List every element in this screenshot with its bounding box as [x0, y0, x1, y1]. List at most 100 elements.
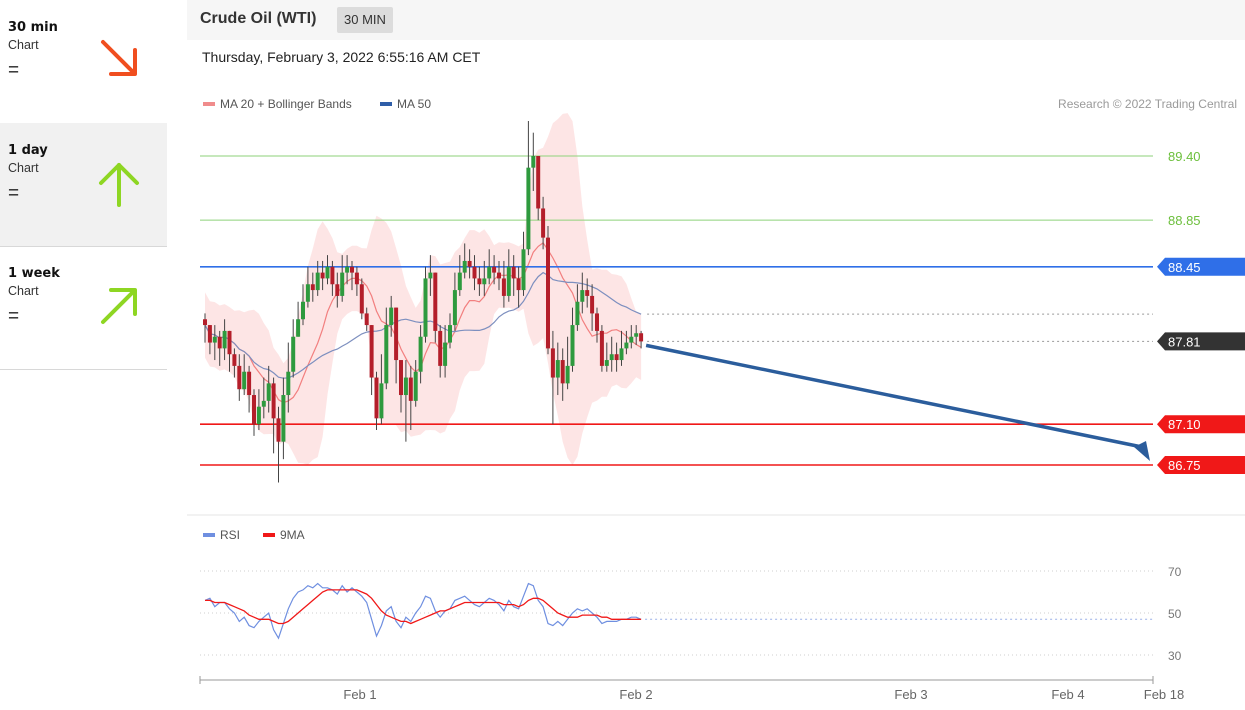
candle-body	[296, 319, 301, 337]
candle-body	[609, 354, 614, 361]
forecast-arrowhead	[1134, 441, 1150, 461]
candle-body	[472, 266, 477, 279]
ma20-line	[204, 242, 642, 404]
candle-body	[555, 360, 560, 378]
timeframe-status: =	[8, 183, 20, 204]
candle-body	[604, 360, 609, 366]
timeframe-1-day[interactable]: 1 day Chart =	[0, 123, 167, 247]
candle-body	[452, 290, 457, 326]
candle-body	[639, 333, 644, 342]
candle-body	[433, 272, 438, 331]
level-label: 87.81	[1168, 334, 1201, 349]
candle-body	[408, 377, 413, 401]
candle-body	[585, 290, 590, 296]
candle-body	[590, 295, 595, 314]
rsi-ma9-line	[205, 589, 642, 625]
level-tag	[1157, 332, 1245, 351]
candle-body	[428, 272, 433, 279]
timeframe-30-min[interactable]: 30 min Chart =	[0, 0, 167, 124]
candle-body	[242, 371, 247, 390]
candle-body	[320, 272, 325, 279]
candle-body	[325, 266, 330, 279]
bollinger-band	[205, 113, 642, 465]
timeframe-label: 1 day	[8, 143, 48, 158]
candle-body	[232, 354, 237, 366]
level-label: 88.45	[1168, 260, 1201, 275]
candle-body	[345, 266, 350, 273]
candle-body	[560, 360, 565, 384]
candle-body	[227, 330, 232, 355]
candle-body	[217, 336, 222, 349]
candle-body	[546, 237, 550, 349]
candle-body	[335, 284, 340, 296]
x-tick-label: Feb 3	[894, 687, 927, 702]
candle-body	[624, 342, 629, 349]
candle-body	[599, 330, 604, 366]
candle-body	[301, 301, 305, 320]
candle-body	[340, 272, 345, 296]
candle-body	[271, 383, 276, 419]
candle-body	[550, 348, 555, 378]
candle-body	[634, 333, 639, 337]
x-tick-label: Feb 1	[343, 687, 376, 702]
candle-body	[315, 272, 320, 291]
candle-body	[330, 266, 335, 285]
timestamp: Thursday, February 3, 2022 6:55:16 AM CE…	[202, 49, 481, 65]
candle-body	[501, 278, 506, 296]
candle-body	[359, 284, 364, 314]
legend-label: MA 20 + Bollinger Bands	[220, 97, 352, 111]
candle-body	[487, 266, 492, 279]
timeframe-label: 30 min	[8, 20, 58, 35]
candle-body	[374, 377, 379, 419]
x-tick-label: Feb 18	[1144, 687, 1184, 702]
candle-body	[350, 266, 354, 273]
candle-body	[389, 307, 394, 326]
legend-swatch	[203, 533, 215, 537]
forecast-arrow	[645, 343, 1143, 449]
level-tag	[1157, 456, 1245, 474]
candle-body	[354, 272, 359, 285]
candle-body	[462, 260, 467, 273]
candle-body	[580, 290, 585, 302]
candle-body	[286, 371, 291, 396]
timeframe-status: =	[8, 306, 20, 327]
timeframe-1-week[interactable]: 1 week Chart =	[0, 246, 167, 370]
candle-body	[403, 377, 408, 396]
credit-label: Research © 2022 Trading Central	[1058, 97, 1237, 111]
candle-body	[364, 313, 369, 326]
candle-body	[541, 208, 546, 238]
arrow-down-right-icon	[93, 34, 145, 86]
rsi-tick-label: 50	[1168, 607, 1182, 621]
ma50-line	[204, 271, 642, 379]
x-tick-label: Feb 2	[619, 687, 652, 702]
level-label: 86.75	[1168, 458, 1201, 473]
candle-body	[247, 371, 252, 396]
candle-body	[237, 365, 242, 390]
candle-body	[399, 360, 403, 396]
timeframe-sub: Chart	[8, 284, 39, 298]
candle-body	[305, 284, 310, 302]
level-label: 87.10	[1168, 417, 1201, 432]
timeframe-sub: Chart	[8, 161, 39, 175]
candle-body	[252, 395, 256, 425]
candle-body	[492, 266, 497, 273]
candle-body	[261, 400, 266, 407]
candle-body	[531, 156, 536, 168]
interval-badge[interactable]: 30 MIN	[337, 7, 393, 33]
level-label: 89.40	[1168, 149, 1201, 164]
candle-body	[521, 249, 526, 291]
candle-body	[394, 307, 399, 361]
candle-body	[310, 284, 315, 291]
price-chart: MA 20 + Bollinger Bands MA 50 Research © 2…	[187, 97, 1245, 702]
legend-label: RSI	[220, 528, 240, 542]
candle-body	[570, 325, 575, 366]
candle-body	[457, 272, 462, 291]
level-tag	[1157, 257, 1245, 276]
candle-body	[467, 260, 472, 267]
instrument-title: Crude Oil (WTI)	[200, 10, 317, 27]
candle-body	[384, 325, 389, 384]
candle-body	[595, 313, 599, 331]
candle-body	[369, 325, 374, 378]
rsi-tick-label: 30	[1168, 649, 1182, 663]
rsi-line	[204, 582, 642, 640]
